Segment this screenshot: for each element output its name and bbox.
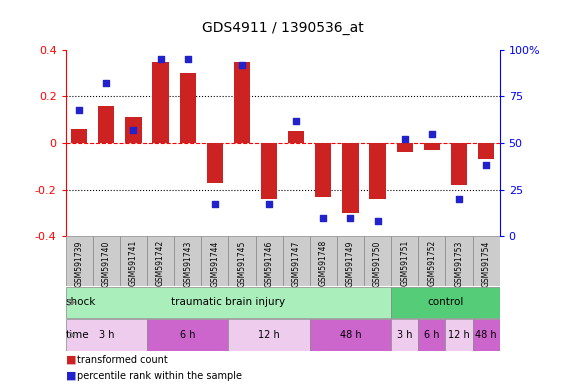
Bar bbox=[152, 61, 169, 143]
Bar bbox=[66, 236, 93, 286]
Text: GSM591743: GSM591743 bbox=[183, 240, 192, 286]
Bar bbox=[202, 236, 228, 286]
Bar bbox=[309, 236, 337, 286]
Text: GSM591751: GSM591751 bbox=[400, 240, 409, 286]
Bar bbox=[234, 61, 250, 143]
Text: 6 h: 6 h bbox=[424, 330, 440, 340]
Point bbox=[455, 196, 464, 202]
Text: GSM591740: GSM591740 bbox=[102, 240, 111, 286]
Text: GSM591744: GSM591744 bbox=[210, 240, 219, 286]
Text: GSM591745: GSM591745 bbox=[238, 240, 247, 286]
Bar bbox=[179, 73, 196, 143]
Bar bbox=[147, 236, 174, 286]
Bar bbox=[288, 131, 304, 143]
Bar bbox=[207, 143, 223, 183]
Bar bbox=[66, 319, 147, 351]
Bar bbox=[261, 143, 278, 199]
Bar bbox=[174, 236, 202, 286]
Text: GSM591742: GSM591742 bbox=[156, 240, 165, 286]
Text: GSM591750: GSM591750 bbox=[373, 240, 382, 286]
Point bbox=[373, 218, 382, 224]
Point bbox=[481, 162, 490, 169]
Bar bbox=[309, 319, 391, 351]
Bar bbox=[364, 236, 391, 286]
Bar bbox=[445, 319, 473, 351]
Text: GSM591741: GSM591741 bbox=[129, 240, 138, 286]
Bar bbox=[98, 106, 114, 143]
Bar bbox=[369, 143, 386, 199]
Text: 3 h: 3 h bbox=[397, 330, 412, 340]
Text: 48 h: 48 h bbox=[475, 330, 497, 340]
Text: 6 h: 6 h bbox=[180, 330, 195, 340]
Point bbox=[129, 127, 138, 133]
Text: GSM591748: GSM591748 bbox=[319, 240, 328, 286]
Bar bbox=[391, 287, 500, 318]
Point bbox=[238, 62, 247, 68]
Bar bbox=[337, 236, 364, 286]
Point bbox=[292, 118, 301, 124]
Bar bbox=[391, 236, 418, 286]
Bar bbox=[478, 143, 494, 159]
Text: ■: ■ bbox=[66, 354, 76, 364]
Bar bbox=[147, 319, 228, 351]
Text: GSM591747: GSM591747 bbox=[292, 240, 301, 286]
Text: GDS4911 / 1390536_at: GDS4911 / 1390536_at bbox=[202, 21, 364, 35]
Point bbox=[183, 56, 192, 62]
Text: percentile rank within the sample: percentile rank within the sample bbox=[77, 371, 242, 381]
Bar bbox=[418, 236, 445, 286]
Point bbox=[264, 202, 274, 208]
Bar bbox=[120, 236, 147, 286]
Bar bbox=[66, 287, 391, 318]
Text: time: time bbox=[66, 330, 89, 340]
Bar bbox=[315, 143, 331, 197]
Text: shock: shock bbox=[66, 297, 96, 308]
Point bbox=[400, 136, 409, 142]
Text: GSM591753: GSM591753 bbox=[455, 240, 464, 286]
Point bbox=[210, 202, 219, 208]
Bar bbox=[255, 236, 283, 286]
Bar bbox=[396, 143, 413, 152]
Point bbox=[102, 80, 111, 86]
Point bbox=[319, 214, 328, 220]
Text: 12 h: 12 h bbox=[258, 330, 280, 340]
Bar bbox=[473, 236, 500, 286]
Text: 48 h: 48 h bbox=[340, 330, 361, 340]
Point bbox=[75, 106, 84, 113]
Bar bbox=[93, 236, 120, 286]
Bar bbox=[342, 143, 359, 213]
Bar bbox=[424, 143, 440, 150]
Text: transformed count: transformed count bbox=[77, 354, 168, 364]
Text: 3 h: 3 h bbox=[99, 330, 114, 340]
Text: GSM591752: GSM591752 bbox=[427, 240, 436, 286]
Bar bbox=[71, 129, 87, 143]
Text: GSM591739: GSM591739 bbox=[75, 240, 84, 286]
Bar bbox=[473, 319, 500, 351]
Text: ■: ■ bbox=[66, 371, 76, 381]
Bar bbox=[228, 236, 255, 286]
Text: control: control bbox=[427, 297, 464, 308]
Text: 12 h: 12 h bbox=[448, 330, 470, 340]
Bar bbox=[418, 319, 445, 351]
Text: GSM591749: GSM591749 bbox=[346, 240, 355, 286]
Bar bbox=[126, 118, 142, 143]
Bar bbox=[445, 236, 473, 286]
Text: traumatic brain injury: traumatic brain injury bbox=[171, 297, 286, 308]
Text: GSM591754: GSM591754 bbox=[481, 240, 490, 286]
Bar bbox=[283, 236, 309, 286]
Point bbox=[156, 56, 165, 62]
Bar bbox=[228, 319, 309, 351]
Bar bbox=[451, 143, 467, 185]
Bar bbox=[391, 319, 418, 351]
Point bbox=[346, 214, 355, 220]
Point bbox=[427, 131, 436, 137]
Text: GSM591746: GSM591746 bbox=[264, 240, 274, 286]
